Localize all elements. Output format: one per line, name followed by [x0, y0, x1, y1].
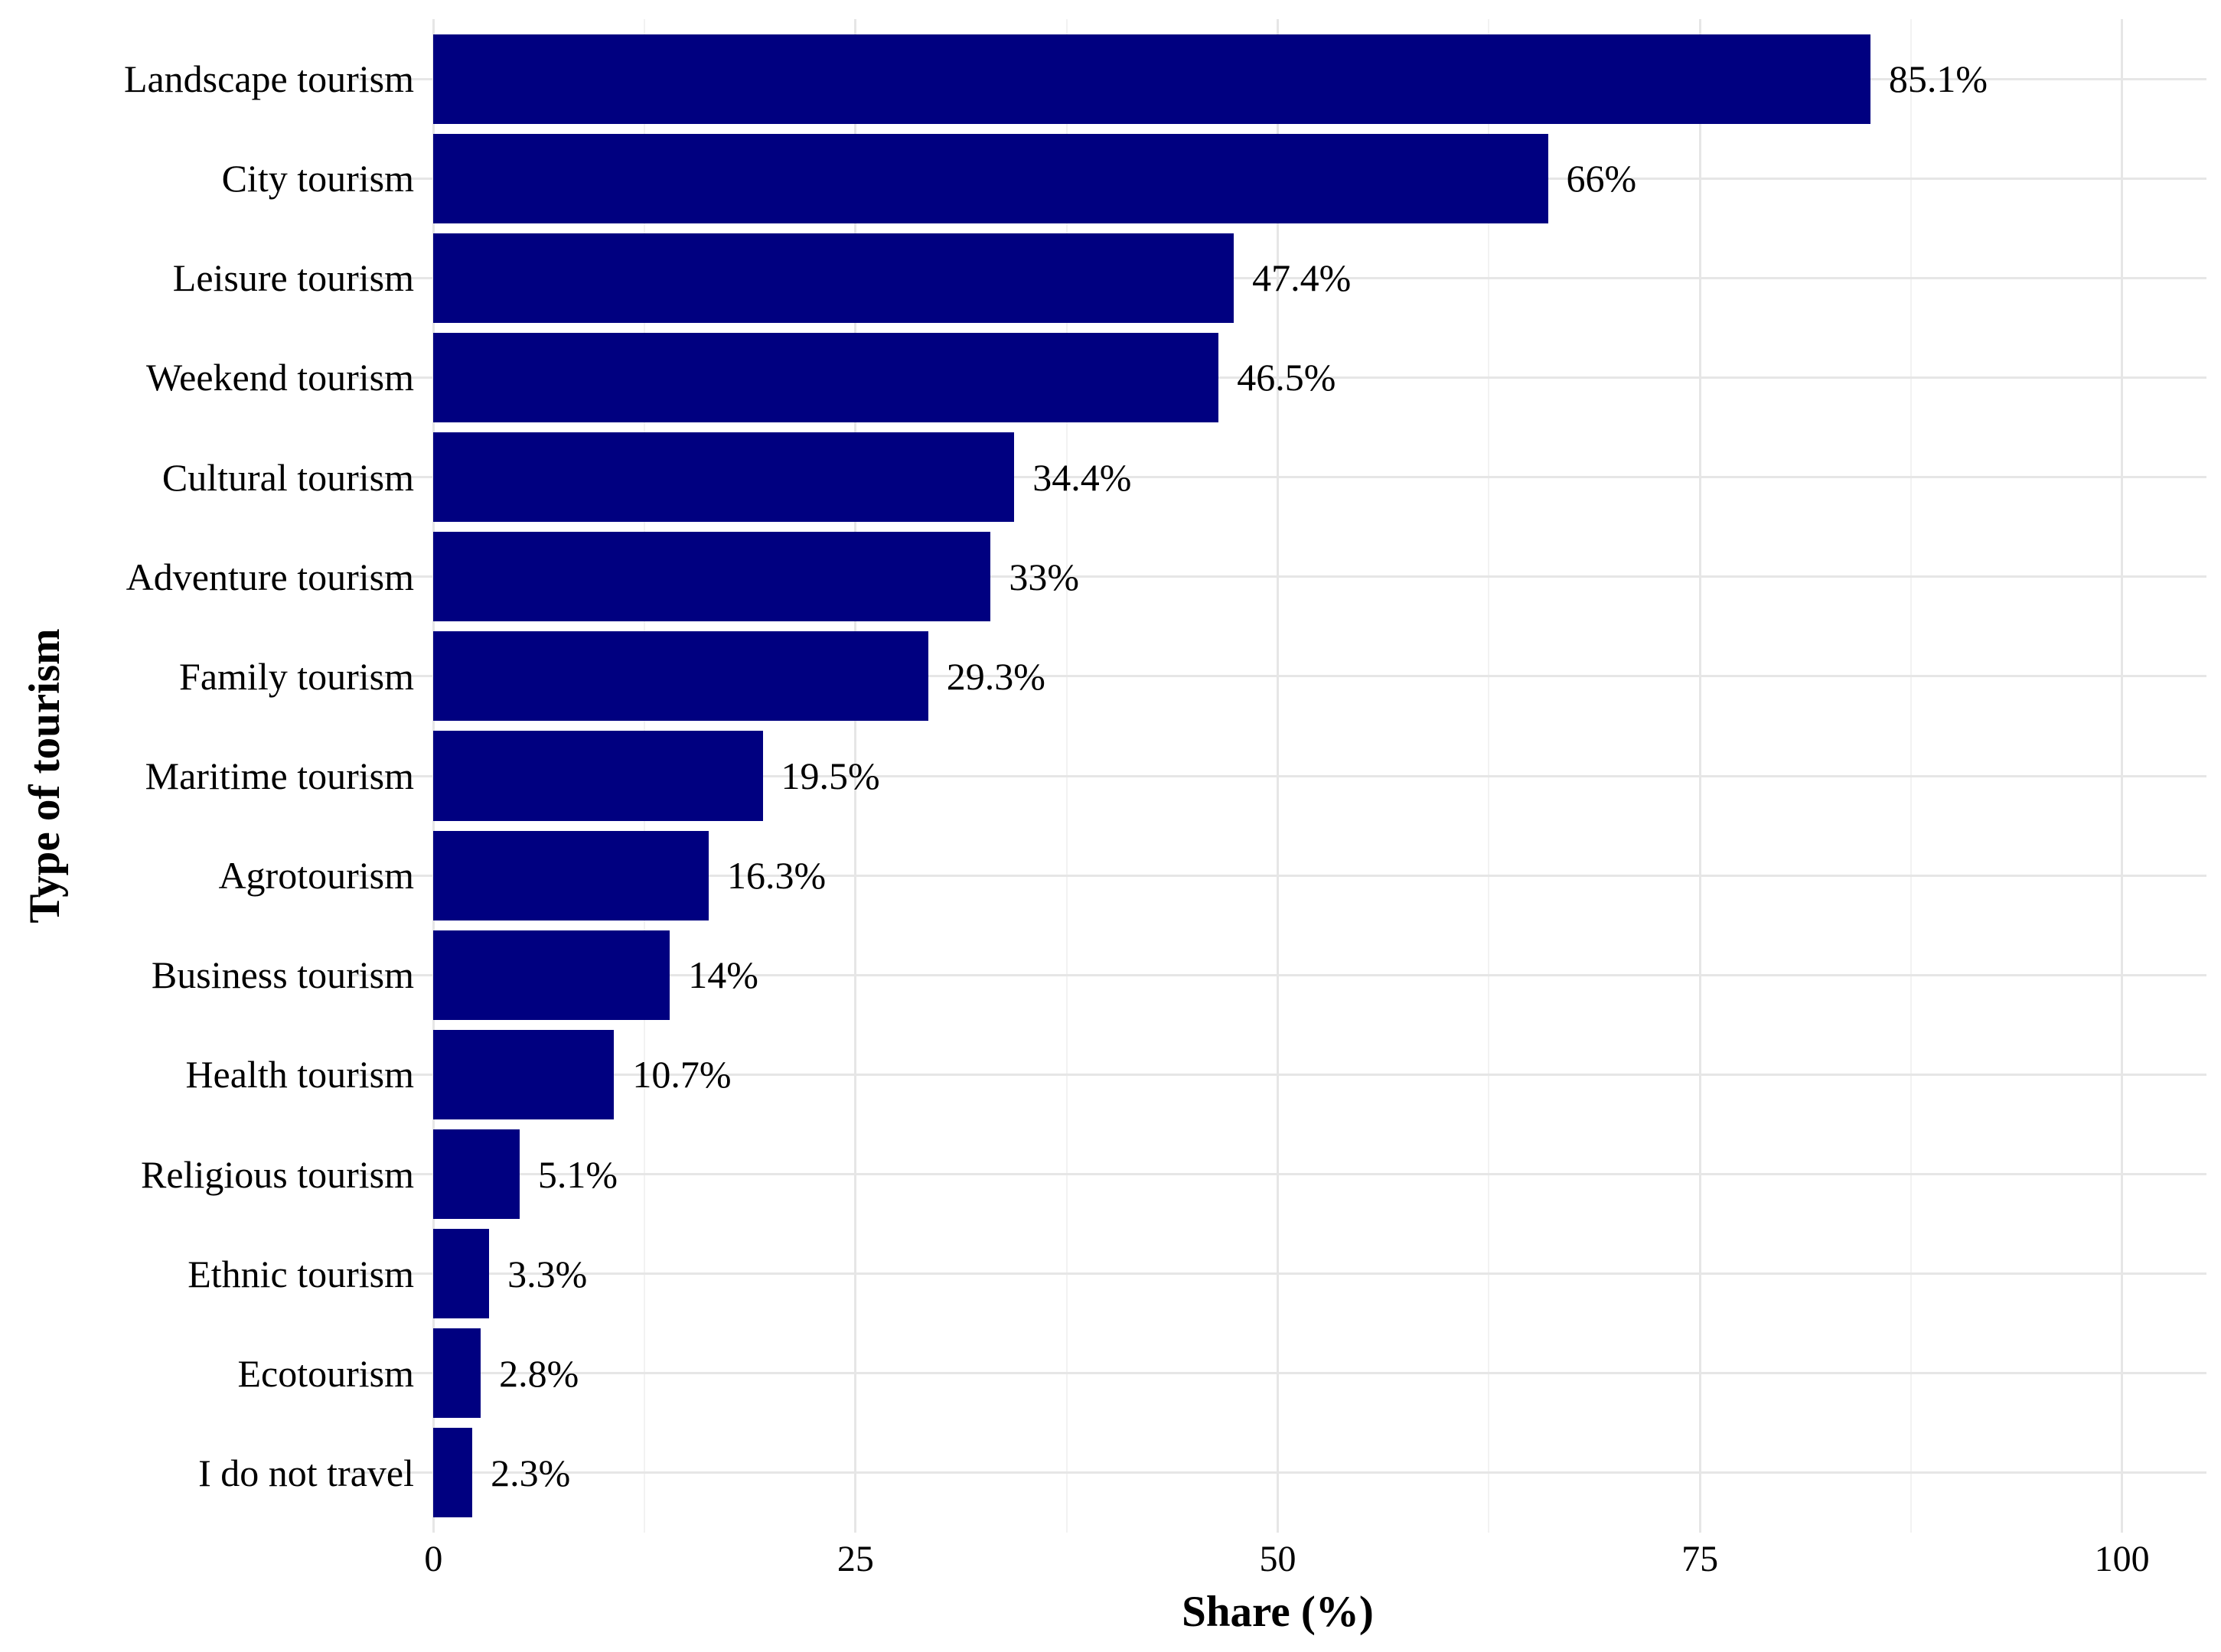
category-label: I do not travel [198, 1451, 414, 1494]
value-label: 16.3% [726, 854, 827, 898]
y-major-gridline [349, 1372, 2206, 1375]
bar [433, 631, 928, 722]
bar [433, 1029, 615, 1119]
category-label: Cultural tourism [161, 455, 414, 499]
bar [433, 233, 1234, 323]
category-label: Health tourism [185, 1053, 414, 1096]
value-label: 10.7% [632, 1053, 732, 1096]
category-label: Landscape tourism [123, 57, 414, 101]
category-label: Weekend tourism [145, 356, 414, 399]
value-label: 2.3% [491, 1451, 571, 1494]
value-label: 29.3% [946, 654, 1045, 698]
x-tick-label: 100 [2094, 1539, 2150, 1579]
y-major-gridline [349, 874, 2206, 877]
category-label: Leisure tourism [172, 256, 414, 300]
category-label: Religious tourism [141, 1152, 414, 1196]
y-major-gridline [349, 675, 2206, 678]
category-label: City tourism [221, 157, 414, 200]
category-label: Ethnic tourism [188, 1252, 414, 1295]
y-major-gridline [349, 476, 2206, 479]
category-label: Ecotourism [237, 1351, 414, 1395]
value-label: 3.3% [507, 1252, 588, 1295]
category-label: Family tourism [179, 654, 414, 698]
y-major-gridline [349, 973, 2206, 976]
bar [433, 532, 991, 622]
y-major-gridline [349, 1471, 2206, 1474]
value-label: 46.5% [1237, 356, 1336, 399]
category-label: Business tourism [151, 953, 414, 997]
y-major-gridline [349, 376, 2206, 379]
category-label: Agrotourism [218, 854, 414, 898]
category-label: Adventure tourism [126, 555, 414, 598]
y-major-gridline [349, 1272, 2206, 1276]
y-major-gridline [349, 276, 2206, 279]
value-label: 34.4% [1032, 455, 1132, 499]
x-tick-label: 25 [837, 1539, 874, 1579]
x-tick-label: 50 [1259, 1539, 1296, 1579]
bar [433, 731, 763, 821]
x-tick-label: 75 [1681, 1539, 1719, 1579]
plot-panel: 85.1% 66% 47.4% 46.5% 34.4% 33% 29.3% 19.5% 16.3… [349, 19, 2206, 1533]
x-axis-title: Share (%) [1182, 1588, 1374, 1636]
y-axis-title: Type of tourism [21, 628, 69, 924]
value-label: 85.1% [1888, 57, 1988, 101]
x-tick-label: 0 [424, 1539, 443, 1579]
y-major-gridline [349, 575, 2206, 578]
y-major-gridline [349, 774, 2206, 777]
bar [433, 1428, 473, 1518]
y-major-gridline [349, 1173, 2206, 1176]
bar [433, 34, 1870, 124]
bar [433, 1229, 490, 1319]
value-label: 2.8% [499, 1351, 579, 1395]
category-label: Maritime tourism [145, 754, 414, 797]
value-label: 19.5% [781, 754, 880, 797]
value-label: 5.1% [537, 1152, 618, 1196]
bar [433, 133, 1548, 223]
bar [433, 1328, 481, 1419]
bar [433, 830, 709, 920]
bar [433, 1129, 520, 1220]
value-label: 47.4% [1252, 256, 1352, 300]
value-label: 33% [1009, 555, 1080, 598]
bar [433, 332, 1219, 423]
bar [433, 930, 670, 1020]
bar [433, 432, 1015, 523]
y-major-gridline [349, 1073, 2206, 1076]
value-label: 14% [688, 953, 758, 997]
value-label: 66% [1566, 157, 1637, 200]
